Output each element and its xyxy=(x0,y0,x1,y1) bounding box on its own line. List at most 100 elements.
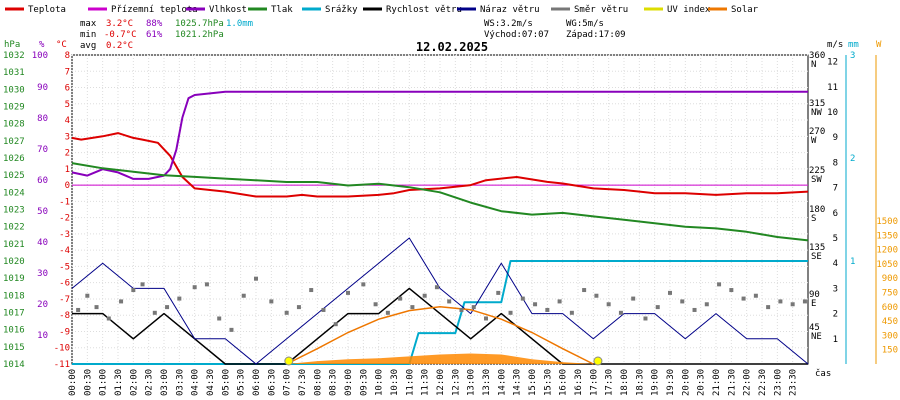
axis-time-tick: 18:00 xyxy=(620,369,630,396)
axis-degc-tick: 8 xyxy=(65,51,70,61)
axis-time-tick: 08:00 xyxy=(313,369,323,396)
axis-time-tick: 19:00 xyxy=(651,369,661,396)
wind-dir-point xyxy=(192,285,197,290)
axis-degc-tick: 1 xyxy=(65,165,70,175)
wind-dir-point xyxy=(85,293,90,298)
axis-degc-tick: -7 xyxy=(59,295,70,305)
legend-label: Vlhkost xyxy=(209,5,247,15)
axis-degc-tick: -5 xyxy=(59,262,70,272)
series-vlhkost xyxy=(71,90,808,180)
axis-time-tick: 02:00 xyxy=(129,369,139,396)
axis-time-tick: 01:00 xyxy=(99,369,109,396)
axis-degc-tick: 6 xyxy=(65,84,70,94)
axis-ms-tick: 3 xyxy=(833,284,838,294)
legend-label: Náraz větru xyxy=(480,5,540,15)
stat-sunrise: Východ:07:07 xyxy=(484,30,549,40)
axis-time-tick: 10:00 xyxy=(375,369,385,396)
axis-time-tick: 23:00 xyxy=(773,369,783,396)
axis-time-tick: 08:30 xyxy=(329,369,339,396)
wind-dir-point xyxy=(557,299,562,304)
axis-w-tick: 300 xyxy=(882,331,898,341)
axis-time-tick: 15:30 xyxy=(543,369,553,396)
axis-degc-tick: 5 xyxy=(65,100,70,110)
axis-dir-name: NW xyxy=(811,108,822,118)
axis-time-tick: 03:00 xyxy=(160,369,170,396)
stat-min-temp: -0.7°C xyxy=(104,30,137,40)
wind-dir-point xyxy=(333,322,338,327)
axis-pct-tick: 40 xyxy=(37,238,48,248)
wind-dir-point xyxy=(269,299,274,304)
axis-hpa-tick: 1029 xyxy=(3,103,25,113)
axis-time-tick: 11:00 xyxy=(405,369,415,396)
legend-label: Rychlost větru xyxy=(386,5,462,15)
axis-hpa-tick: 1015 xyxy=(3,343,25,353)
axis-pct-tick: 70 xyxy=(37,145,48,155)
wind-dir-point xyxy=(484,316,488,321)
chart-title: 12.02.2025 xyxy=(416,40,488,54)
axis-hpa-tick: 1031 xyxy=(3,68,25,78)
wind-dir-point xyxy=(790,302,795,307)
legend-label: Teplota xyxy=(28,5,66,15)
axis-time-tick: 16:30 xyxy=(574,369,584,396)
axis-degc-tick: -10 xyxy=(54,344,70,354)
axis-degc-tick: -11 xyxy=(54,360,70,370)
wind-dir-point xyxy=(346,290,350,295)
wind-dir-point xyxy=(309,288,314,293)
axis-time-tick: 21:00 xyxy=(712,369,722,396)
wind-dir-point xyxy=(422,293,427,298)
axis-pct-tick: 100 xyxy=(32,51,48,61)
axis-pct-label: % xyxy=(39,40,45,50)
axis-time-label: čas xyxy=(815,368,831,379)
axis-degc-tick: 0 xyxy=(65,181,70,191)
wind-dir-point xyxy=(778,299,783,304)
axis-dir-tick: 225 xyxy=(809,166,825,176)
wind-dir-point xyxy=(434,285,439,290)
axis-dir-name: W xyxy=(811,136,817,146)
wind-dir-point xyxy=(229,327,234,332)
axis-degc-tick: -9 xyxy=(59,327,70,337)
wind-dir-point xyxy=(447,299,452,304)
wind-dir-point xyxy=(692,307,697,312)
axis-w-tick: 1500 xyxy=(876,217,898,227)
axis-hpa-tick: 1026 xyxy=(3,154,25,164)
stats-block: max 3.2°C 88% 1025.7hPa 1.0mm min -0.7°C 61% 102… xyxy=(80,19,626,51)
wind-dir-point xyxy=(569,310,574,315)
wind-dir-point xyxy=(594,293,599,298)
wind-dir-point xyxy=(508,310,513,315)
axis-time-tick: 13:00 xyxy=(467,369,477,396)
stat-avg-temp: 0.2°C xyxy=(106,41,133,51)
axis-w-tick: 1200 xyxy=(876,246,898,256)
axis-degc-tick: 2 xyxy=(65,149,70,159)
series-solar-max xyxy=(286,306,594,365)
axis-dir-name: SW xyxy=(811,175,822,185)
axis-w-tick: 1350 xyxy=(876,231,898,241)
axis-ms-tick: 8 xyxy=(833,158,838,168)
axis-degc-tick: -8 xyxy=(59,311,70,321)
wind-dir-point xyxy=(131,288,136,293)
axis-ms-tick: 5 xyxy=(833,234,838,244)
axis-hpa-tick: 1024 xyxy=(3,188,25,198)
stat-min-hum: 61% xyxy=(146,30,163,40)
axis-time-tick: 04:30 xyxy=(206,369,216,396)
wind-dir-point xyxy=(94,305,99,310)
wind-dir-point xyxy=(177,296,182,301)
stat-max-label: max xyxy=(80,19,97,29)
axis-pct-tick: 60 xyxy=(37,176,48,186)
axis-time-tick: 03:30 xyxy=(175,369,185,396)
axis-time-tick: 20:30 xyxy=(697,369,707,396)
axis-dir-tick: 270 xyxy=(809,127,825,137)
legend-label: Tlak xyxy=(271,5,293,15)
axis-ms-tick: 11 xyxy=(827,83,838,93)
stat-max-hum: 88% xyxy=(146,19,163,29)
axis-dir-name: NE xyxy=(811,332,822,342)
axis-pct-tick: 80 xyxy=(37,114,48,124)
axis-hpa-tick: 1021 xyxy=(3,240,25,250)
axis-ms-tick: 1 xyxy=(833,335,838,345)
legend-label: Přízemní teplota xyxy=(111,5,198,15)
axis-hpa-tick: 1028 xyxy=(3,120,25,130)
axis-mm-tick: 1 xyxy=(850,257,855,267)
wind-dir-point xyxy=(753,293,758,298)
axis-time-tick: 05:00 xyxy=(221,369,231,396)
wind-dir-point xyxy=(545,307,550,312)
